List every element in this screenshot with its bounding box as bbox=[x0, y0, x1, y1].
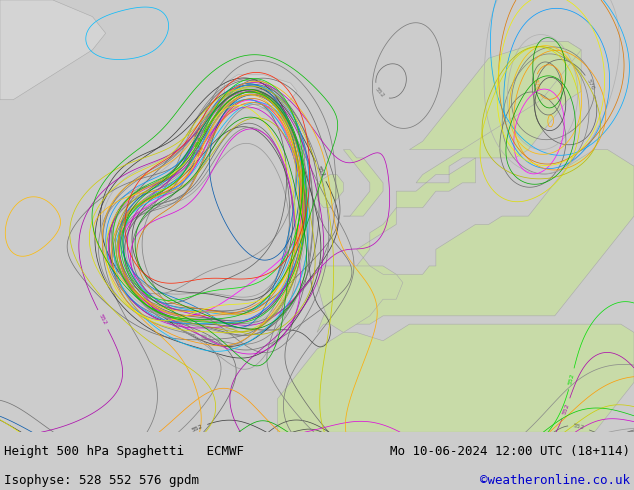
Text: 552: 552 bbox=[567, 372, 575, 385]
Text: ©weatheronline.co.uk: ©weatheronline.co.uk bbox=[480, 473, 630, 487]
Text: 576: 576 bbox=[586, 78, 595, 91]
Text: 552: 552 bbox=[374, 87, 385, 99]
Polygon shape bbox=[410, 42, 581, 149]
Text: 552: 552 bbox=[191, 424, 204, 433]
Text: 552: 552 bbox=[195, 144, 204, 156]
Polygon shape bbox=[317, 266, 403, 332]
Text: 552: 552 bbox=[193, 136, 204, 148]
Text: 552: 552 bbox=[316, 165, 326, 178]
Text: 552: 552 bbox=[573, 423, 585, 430]
Text: 552: 552 bbox=[98, 313, 108, 326]
Text: 552: 552 bbox=[562, 402, 571, 415]
Text: 552: 552 bbox=[194, 126, 204, 139]
Polygon shape bbox=[317, 42, 634, 332]
Text: 552: 552 bbox=[198, 146, 208, 158]
Polygon shape bbox=[224, 75, 297, 108]
Polygon shape bbox=[344, 149, 383, 216]
Text: Isophyse: 528 552 576 gpdm: Isophyse: 528 552 576 gpdm bbox=[4, 473, 199, 487]
Polygon shape bbox=[278, 324, 634, 432]
Text: Mo 10-06-2024 12:00 UTC (18+114): Mo 10-06-2024 12:00 UTC (18+114) bbox=[390, 445, 630, 458]
Polygon shape bbox=[317, 174, 344, 208]
Text: 552: 552 bbox=[200, 334, 212, 341]
Text: 576: 576 bbox=[533, 79, 540, 91]
Polygon shape bbox=[0, 0, 106, 100]
Text: 552: 552 bbox=[195, 136, 204, 148]
Text: Height 500 hPa Spaghetti   ECMWF: Height 500 hPa Spaghetti ECMWF bbox=[4, 445, 244, 458]
